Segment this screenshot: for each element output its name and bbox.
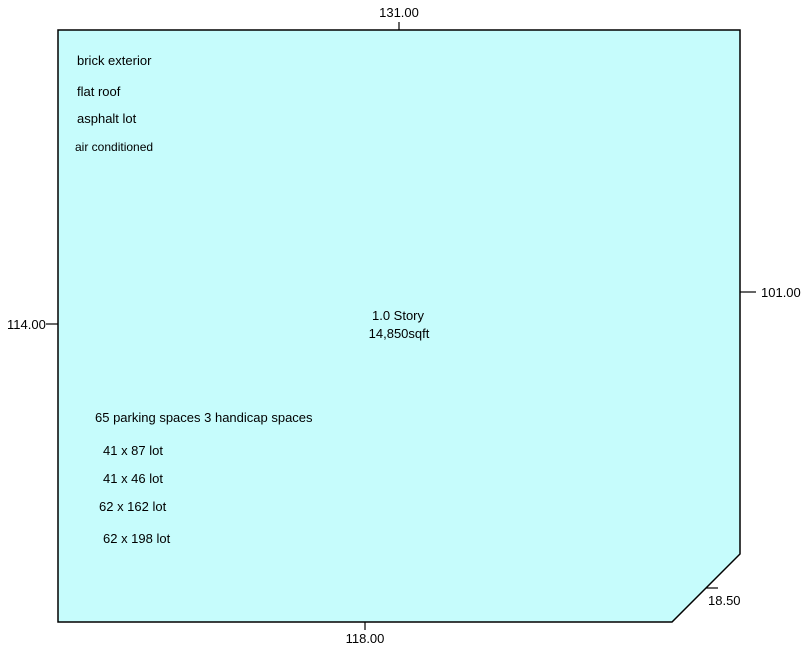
lot-note-4: 62 x 198 lot: [103, 531, 171, 546]
lot-note-3: 62 x 162 lot: [99, 499, 167, 514]
corner-dimension-label: 18.50: [708, 593, 741, 608]
bottom-dimension-label: 118.00: [346, 631, 385, 646]
lot-note-2: 41 x 46 lot: [103, 471, 163, 486]
right-dimension-label: 101.00: [761, 285, 801, 300]
parking-note: 65 parking spaces 3 handicap spaces: [95, 410, 313, 425]
area-label: 14,850sqft: [369, 326, 430, 341]
roof-note: flat roof: [77, 84, 121, 99]
story-label: 1.0 Story: [372, 308, 425, 323]
lot-surface-note: asphalt lot: [77, 111, 137, 126]
exterior-note: brick exterior: [77, 53, 152, 68]
top-dimension-label: 131.00: [379, 5, 419, 20]
left-dimension-label: 114.00: [7, 317, 46, 332]
lot-note-1: 41 x 87 lot: [103, 443, 163, 458]
hvac-note: air conditioned: [75, 140, 153, 154]
